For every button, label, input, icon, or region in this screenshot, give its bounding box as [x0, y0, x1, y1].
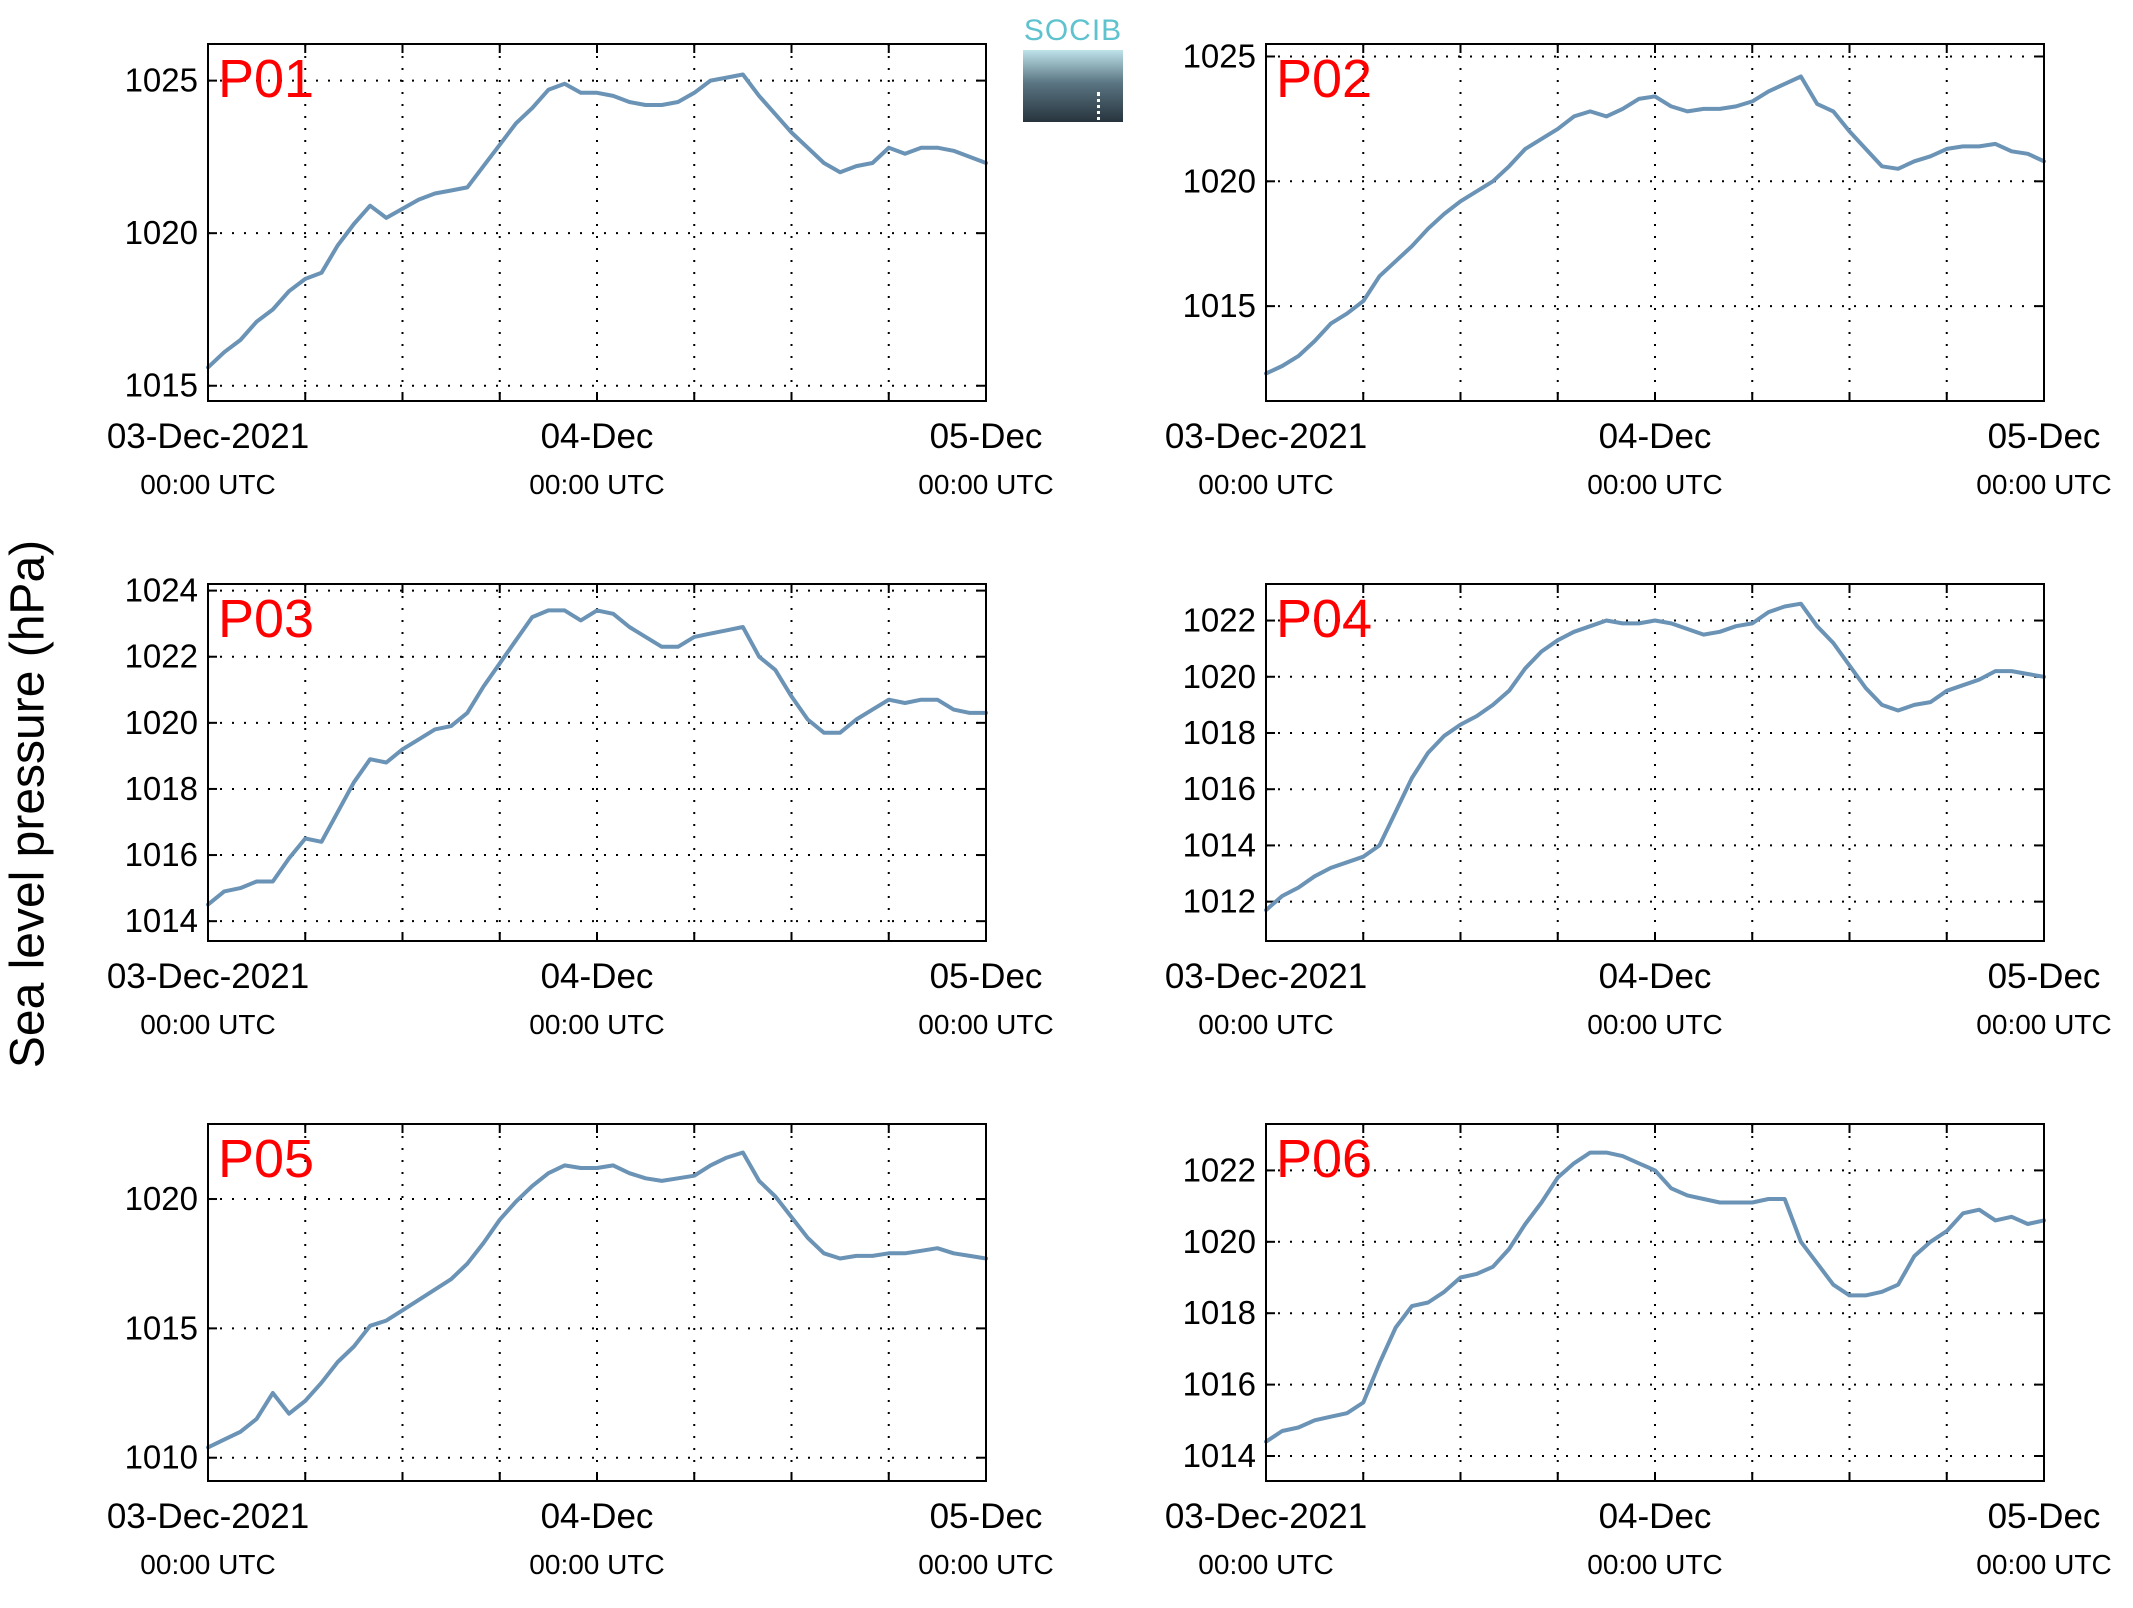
x-tick-label-date: 04-Dec: [541, 417, 654, 456]
x-tick-label-time: 00:00 UTC: [140, 1549, 275, 1580]
y-tick-label: 1012: [1183, 883, 1256, 920]
y-tick-label: 1016: [125, 836, 198, 873]
axes-frame: [1265, 43, 2045, 402]
x-tick-label-date: 03-Dec-2021: [1165, 1497, 1367, 1536]
x-tick-label-time: 00:00 UTC: [1198, 469, 1333, 500]
x-tick-label-date: 04-Dec: [1599, 957, 1712, 996]
y-axis-label: Sea level pressure (hPa): [1, 539, 55, 1069]
series-line-p01: [206, 72, 988, 370]
y-tick-label: 1018: [1183, 1294, 1256, 1331]
x-tick-label-date: 03-Dec-2021: [1165, 957, 1367, 996]
panel-label: P02: [1276, 49, 1372, 109]
y-tick-label: 1015: [1183, 287, 1256, 324]
y-tick-label: 1022: [1183, 602, 1256, 639]
panel-label: P05: [218, 1129, 314, 1189]
series-line-p06: [1264, 1150, 2046, 1444]
panel-label: P06: [1276, 1129, 1372, 1189]
x-tick-label-time: 00:00 UTC: [140, 1009, 275, 1040]
x-tick-label-date: 04-Dec: [541, 957, 654, 996]
y-tick-label: 1020: [1183, 658, 1256, 695]
series-line-p04: [1264, 601, 2046, 913]
x-tick-label-date: 04-Dec: [541, 1497, 654, 1536]
x-tick-label-date: 03-Dec-2021: [107, 1497, 309, 1536]
x-tick-label-time: 00:00 UTC: [529, 1549, 664, 1580]
x-tick-label-time: 00:00 UTC: [1976, 469, 2111, 500]
y-tick-label: 1016: [1183, 1366, 1256, 1403]
panel-p03: 1014 1016 1018 1020 1022 1024 03-Dec-2021 00:00…: [107, 572, 1054, 1040]
panel-p04: 1012 1014 1016 1018 1020 1022 03-Dec-2021 00:00…: [1165, 583, 2112, 1040]
x-tick-label-time: 00:00 UTC: [1587, 1549, 1722, 1580]
logo-text: SOCIB: [1023, 14, 1123, 47]
x-tick-label-date: 05-Dec: [1988, 417, 2101, 456]
x-tick-label-time: 00:00 UTC: [918, 1549, 1053, 1580]
x-tick-label-time: 00:00 UTC: [1198, 1009, 1333, 1040]
y-tick-label: 1024: [125, 572, 198, 609]
axes-frame: [1265, 1123, 2045, 1482]
axes-frame: [207, 1123, 987, 1482]
x-tick-label-date: 03-Dec-2021: [107, 957, 309, 996]
panel-p02: 1015 1020 1025 03-Dec-2021 00:00 UTC 04-Dec 00…: [1165, 37, 2112, 500]
x-tick-label-date: 04-Dec: [1599, 417, 1712, 456]
panel-p05: 1010 1015 1020 03-Dec-2021 00:00 UTC 04-Dec 00…: [107, 1123, 1054, 1580]
x-tick-label-time: 00:00 UTC: [1976, 1009, 2111, 1040]
y-tick-label: 1022: [1183, 1151, 1256, 1188]
panel-label: P03: [218, 589, 314, 649]
x-tick-label-time: 00:00 UTC: [1976, 1549, 2111, 1580]
x-tick-label-date: 04-Dec: [1599, 1497, 1712, 1536]
x-tick-label-time: 00:00 UTC: [140, 469, 275, 500]
y-tick-label: 1015: [125, 367, 198, 404]
x-tick-label-date: 05-Dec: [930, 417, 1043, 456]
y-tick-label: 1010: [125, 1439, 198, 1476]
series-line-p05: [206, 1150, 988, 1450]
panel-label: P01: [218, 49, 314, 109]
x-tick-label-time: 00:00 UTC: [529, 1009, 664, 1040]
y-tick-label: 1015: [125, 1309, 198, 1346]
y-tick-label: 1018: [1183, 714, 1256, 751]
panel-p01: 1015 1020 1025 03-Dec-2021 00:00 UTC 04-Dec 00…: [107, 43, 1054, 500]
logo-graphic: [1023, 50, 1123, 128]
x-tick-label-time: 00:00 UTC: [1587, 469, 1722, 500]
x-tick-label-time: 00:00 UTC: [1198, 1549, 1333, 1580]
y-tick-label: 1020: [125, 1180, 198, 1217]
panel-label: P04: [1276, 589, 1372, 649]
x-tick-label-date: 03-Dec-2021: [1165, 417, 1367, 456]
y-tick-label: 1025: [1183, 37, 1256, 74]
axes-frame: [207, 583, 987, 942]
series-line-p03: [206, 608, 988, 907]
axes-frame: [207, 43, 987, 402]
x-tick-label-time: 00:00 UTC: [1587, 1009, 1722, 1040]
y-tick-label: 1020: [125, 704, 198, 741]
y-tick-label: 1014: [1183, 1437, 1256, 1474]
x-tick-label-date: 05-Dec: [930, 957, 1043, 996]
y-tick-label: 1022: [125, 638, 198, 675]
y-tick-label: 1014: [125, 902, 198, 939]
x-tick-label-time: 00:00 UTC: [529, 469, 664, 500]
series-line-p02: [1264, 74, 2046, 376]
y-tick-label: 1018: [125, 770, 198, 807]
panel-p06: 1014 1016 1018 1020 1022 03-Dec-2021 00:00 UTC…: [1165, 1123, 2112, 1580]
x-tick-label-date: 05-Dec: [930, 1497, 1043, 1536]
x-tick-label-date: 05-Dec: [1988, 957, 2101, 996]
y-tick-label: 1020: [1183, 162, 1256, 199]
y-tick-label: 1025: [125, 62, 198, 99]
x-tick-label-date: 03-Dec-2021: [107, 417, 309, 456]
axes-frame: [1265, 583, 2045, 942]
x-tick-label-date: 05-Dec: [1988, 1497, 2101, 1536]
x-tick-label-time: 00:00 UTC: [918, 469, 1053, 500]
y-tick-label: 1014: [1183, 826, 1256, 863]
y-tick-label: 1020: [125, 214, 198, 251]
socib-logo: SOCIB: [1023, 14, 1123, 128]
x-tick-label-time: 00:00 UTC: [918, 1009, 1053, 1040]
y-tick-label: 1020: [1183, 1223, 1256, 1260]
y-tick-label: 1016: [1183, 770, 1256, 807]
